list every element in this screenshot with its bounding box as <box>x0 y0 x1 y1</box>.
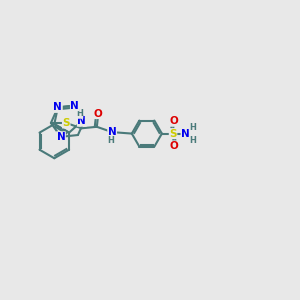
Text: H: H <box>189 123 196 132</box>
Text: H: H <box>189 136 196 145</box>
Text: N: N <box>53 102 62 112</box>
Text: N: N <box>181 129 190 139</box>
Text: N: N <box>108 127 116 137</box>
Text: O: O <box>169 116 178 126</box>
Text: H: H <box>76 109 83 118</box>
Text: N: N <box>57 132 65 142</box>
Text: H: H <box>107 136 114 145</box>
Text: N: N <box>70 100 79 111</box>
Text: S: S <box>169 129 177 139</box>
Text: O: O <box>94 109 103 118</box>
Text: S: S <box>62 118 70 128</box>
Text: N: N <box>77 116 86 126</box>
Text: O: O <box>169 141 178 151</box>
